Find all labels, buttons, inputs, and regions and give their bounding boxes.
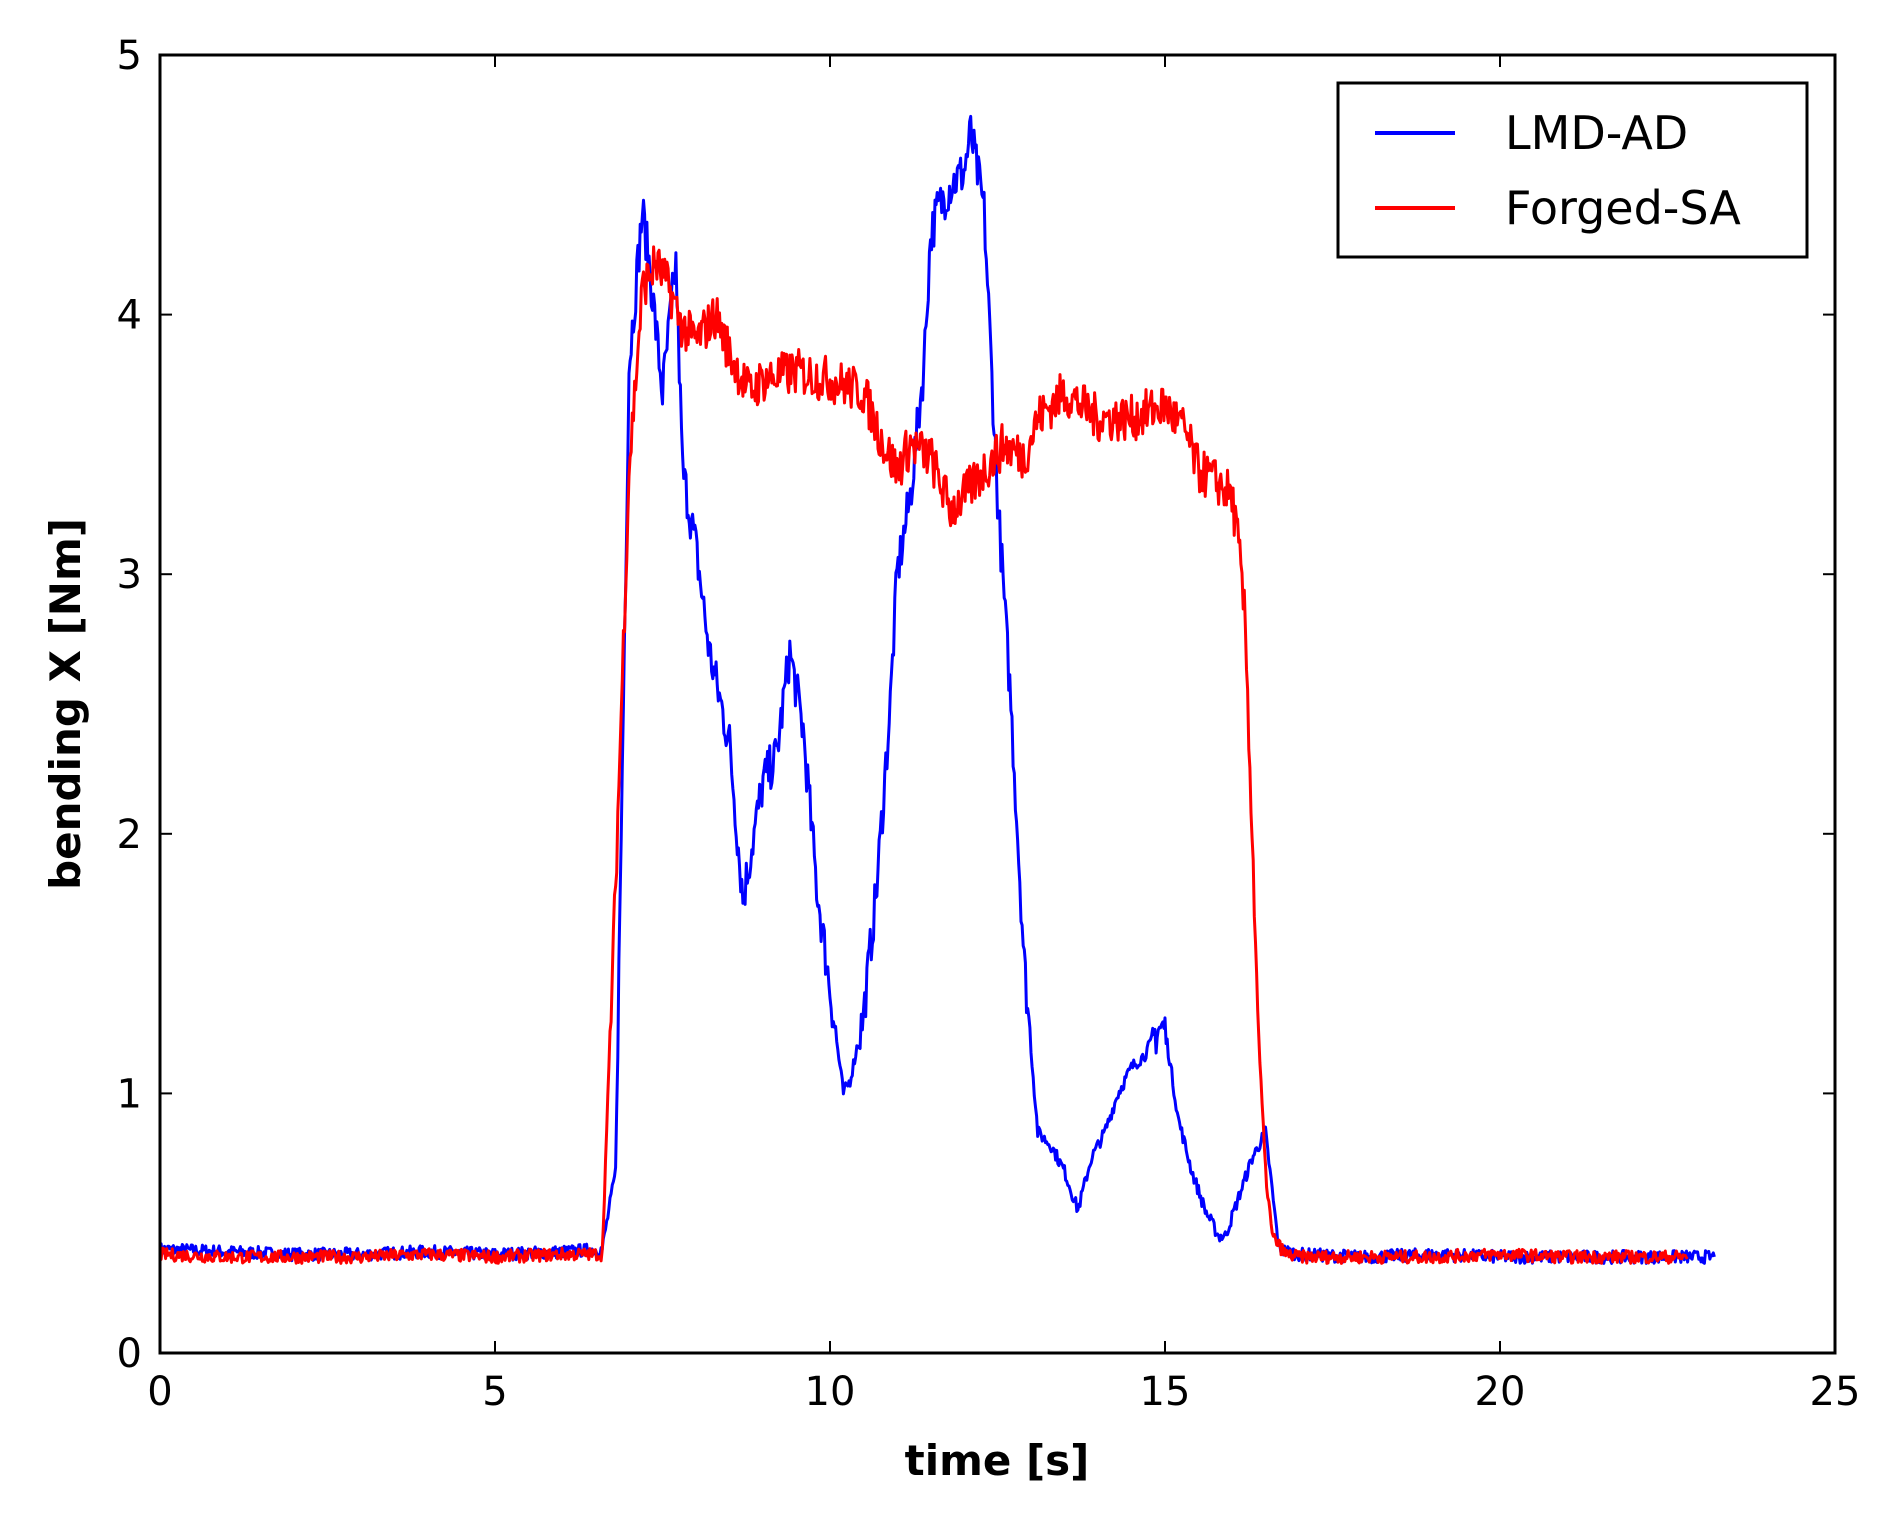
- y-tick-label: 4: [117, 293, 142, 339]
- x-tick-label: 20: [1475, 1369, 1526, 1415]
- series-layer: [158, 114, 1716, 1265]
- y-tick-label: 1: [117, 1071, 142, 1117]
- x-axis-label: time [s]: [905, 1436, 1090, 1485]
- y-axis-label: bending X [Nm]: [41, 518, 90, 890]
- plot-area: [160, 55, 1835, 1353]
- y-tick-label: 2: [117, 812, 142, 858]
- x-tick-label: 5: [482, 1369, 507, 1415]
- plot-frame: [158, 53, 1837, 1355]
- y-tick-label: 0: [117, 1331, 142, 1377]
- legend-label-lmd-ad: LMD-AD: [1505, 106, 1688, 160]
- legend-box: [1336, 81, 1809, 259]
- y-axis: 0 1 2 3 4 5: [117, 33, 1835, 1377]
- x-tick-label: 15: [1140, 1369, 1191, 1415]
- series-line-forged-sa: [158, 245, 1689, 1265]
- y-tick-label: 5: [117, 33, 142, 79]
- x-tick-label: 25: [1810, 1369, 1861, 1415]
- x-tick-label: 0: [147, 1369, 172, 1415]
- legend-label-forged-sa: Forged-SA: [1505, 181, 1741, 235]
- x-tick-label: 10: [805, 1369, 856, 1415]
- y-tick-label: 3: [117, 552, 142, 598]
- legend: LMD-AD Forged-SA: [1336, 81, 1809, 259]
- x-axis: 0 5 10 15 20 25: [147, 55, 1860, 1415]
